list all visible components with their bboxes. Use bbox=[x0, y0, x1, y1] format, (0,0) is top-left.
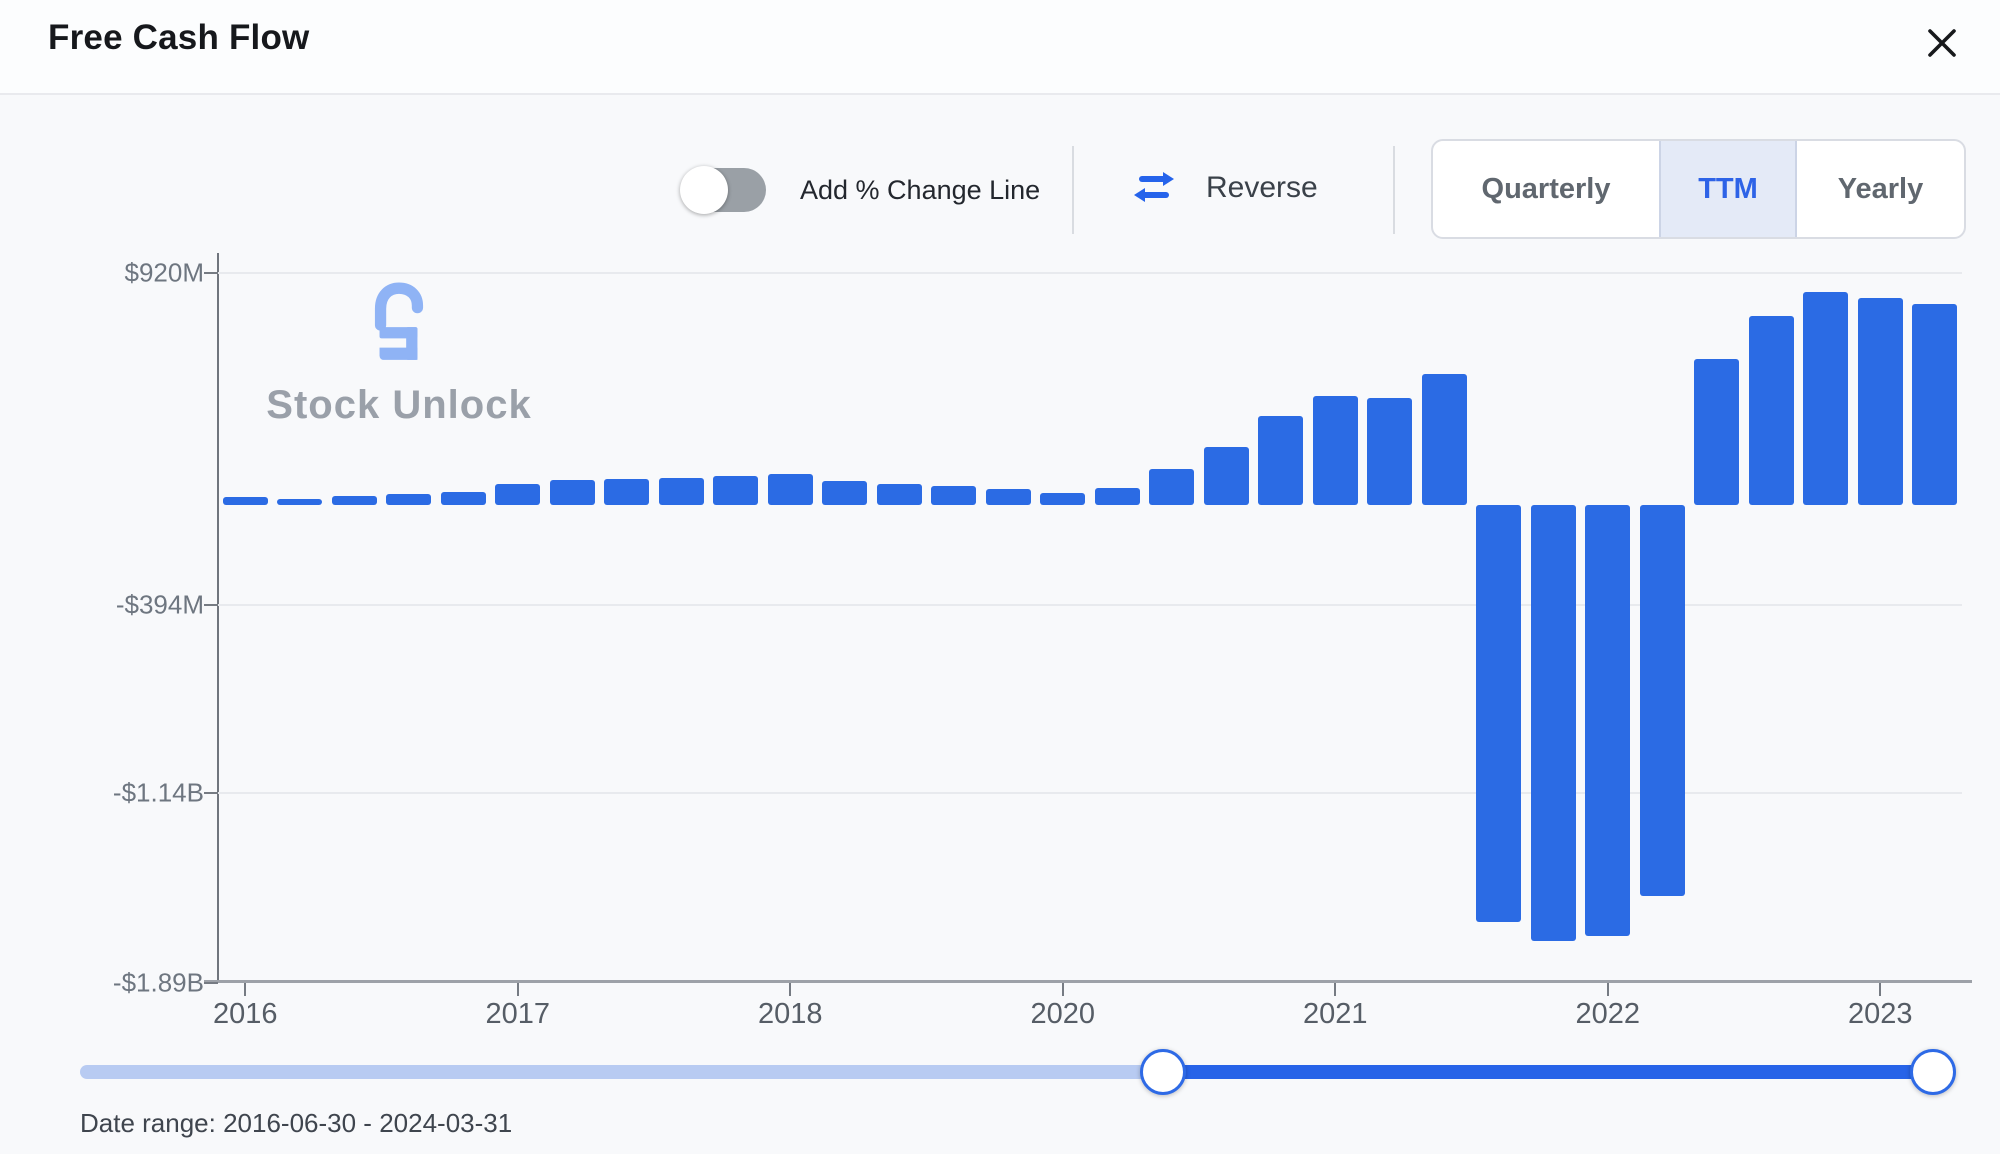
tab-quarterly[interactable]: Quarterly bbox=[1433, 141, 1659, 237]
x-axis-tick bbox=[1334, 983, 1337, 996]
reverse-icon bbox=[1130, 170, 1178, 207]
y-axis-tick bbox=[204, 981, 218, 984]
bar-2020-06-30[interactable] bbox=[1094, 488, 1140, 505]
page-title: Free Cash Flow bbox=[48, 18, 310, 57]
bar-2019-09-30[interactable] bbox=[931, 485, 977, 505]
y-axis-tick bbox=[204, 603, 218, 606]
slider-handle-end[interactable] bbox=[1910, 1049, 1957, 1095]
bar-2016-06-30[interactable] bbox=[222, 497, 268, 505]
close-icon bbox=[1925, 26, 1959, 63]
bar-2024-03-31[interactable] bbox=[1912, 304, 1958, 505]
period-tab-group: Quarterly TTM Yearly bbox=[1431, 139, 1966, 239]
bar-2016-12-31[interactable] bbox=[331, 495, 377, 505]
y-axis-label: $920M bbox=[124, 257, 205, 288]
bar-2019-12-31[interactable] bbox=[985, 489, 1031, 505]
bar-2021-06-30[interactable] bbox=[1312, 395, 1358, 505]
bar-2018-12-31[interactable] bbox=[767, 473, 813, 505]
bar-2023-09-30[interactable] bbox=[1803, 291, 1849, 505]
bar-2020-09-30[interactable] bbox=[1149, 468, 1195, 505]
bar-2018-09-30[interactable] bbox=[713, 475, 759, 505]
y-axis-line bbox=[217, 253, 219, 983]
bar-2021-03-31[interactable] bbox=[1258, 416, 1304, 505]
bar-2022-03-31[interactable] bbox=[1476, 505, 1522, 922]
divider bbox=[1393, 146, 1395, 234]
bar-2018-03-31[interactable] bbox=[604, 478, 650, 505]
bar-2021-12-31[interactable] bbox=[1421, 373, 1467, 505]
x-axis-tick bbox=[516, 983, 519, 996]
gridline bbox=[218, 603, 1962, 606]
gridline bbox=[218, 792, 1962, 795]
y-axis-label: -$1.14B bbox=[112, 777, 204, 808]
add-percent-change-toggle[interactable] bbox=[680, 166, 766, 214]
bar-2018-06-30[interactable] bbox=[658, 477, 704, 505]
x-axis-label: 2023 bbox=[1847, 998, 1913, 1030]
y-axis-tick bbox=[204, 271, 218, 274]
x-axis-tick bbox=[789, 983, 792, 996]
x-axis-tick bbox=[1061, 983, 1064, 996]
bar-2022-06-30[interactable] bbox=[1530, 505, 1576, 942]
x-axis-tick bbox=[244, 983, 247, 996]
x-axis-label: 2018 bbox=[757, 998, 823, 1030]
bar-2017-12-31[interactable] bbox=[549, 479, 595, 505]
bar-2020-03-31[interactable] bbox=[1040, 493, 1086, 505]
y-axis-tick bbox=[204, 792, 218, 795]
reverse-label: Reverse bbox=[1206, 171, 1318, 204]
y-axis-label: -$394M bbox=[115, 589, 204, 620]
close-button[interactable] bbox=[1912, 14, 1972, 74]
slider-active-range bbox=[1162, 1065, 1934, 1079]
bar-2019-06-30[interactable] bbox=[876, 484, 922, 505]
bar-2016-09-30[interactable] bbox=[277, 498, 323, 505]
toggle-label: Add % Change Line bbox=[800, 175, 1041, 205]
date-range-label: Date range: 2016-06-30 - 2024-03-31 bbox=[80, 1108, 513, 1138]
bar-2017-06-30[interactable] bbox=[440, 492, 486, 505]
slider-handle-start[interactable] bbox=[1139, 1049, 1186, 1095]
gridline bbox=[218, 271, 1962, 274]
bar-2020-12-31[interactable] bbox=[1203, 446, 1249, 505]
modal-header: Free Cash Flow bbox=[0, 0, 2000, 95]
reverse-button[interactable]: Reverse bbox=[1130, 158, 1318, 218]
toggle-knob bbox=[680, 166, 728, 214]
x-axis-label: 2016 bbox=[212, 998, 278, 1030]
bar-2023-06-30[interactable] bbox=[1748, 315, 1794, 505]
tab-ttm[interactable]: TTM bbox=[1659, 141, 1797, 237]
bar-2023-03-31[interactable] bbox=[1694, 358, 1740, 505]
x-axis-line bbox=[204, 980, 1972, 983]
x-axis-label: 2022 bbox=[1575, 998, 1641, 1030]
y-axis-label: -$1.89B bbox=[112, 967, 204, 998]
tab-yearly[interactable]: Yearly bbox=[1797, 141, 1964, 237]
bar-2017-09-30[interactable] bbox=[495, 484, 541, 505]
bar-2022-09-30[interactable] bbox=[1585, 505, 1631, 937]
date-range-slider[interactable] bbox=[80, 1065, 1937, 1079]
bar-2017-03-31[interactable] bbox=[386, 493, 432, 505]
x-axis-label: 2017 bbox=[485, 998, 551, 1030]
x-axis-label: 2020 bbox=[1030, 998, 1096, 1030]
bar-2023-12-31[interactable] bbox=[1857, 298, 1903, 505]
x-axis-tick bbox=[1606, 983, 1609, 996]
bar-2022-12-31[interactable] bbox=[1639, 505, 1685, 897]
bar-2021-09-30[interactable] bbox=[1367, 397, 1413, 505]
x-axis-tick bbox=[1879, 983, 1882, 996]
divider bbox=[1072, 146, 1074, 234]
bar-2019-03-31[interactable] bbox=[822, 481, 868, 505]
x-axis-label: 2021 bbox=[1302, 998, 1368, 1030]
